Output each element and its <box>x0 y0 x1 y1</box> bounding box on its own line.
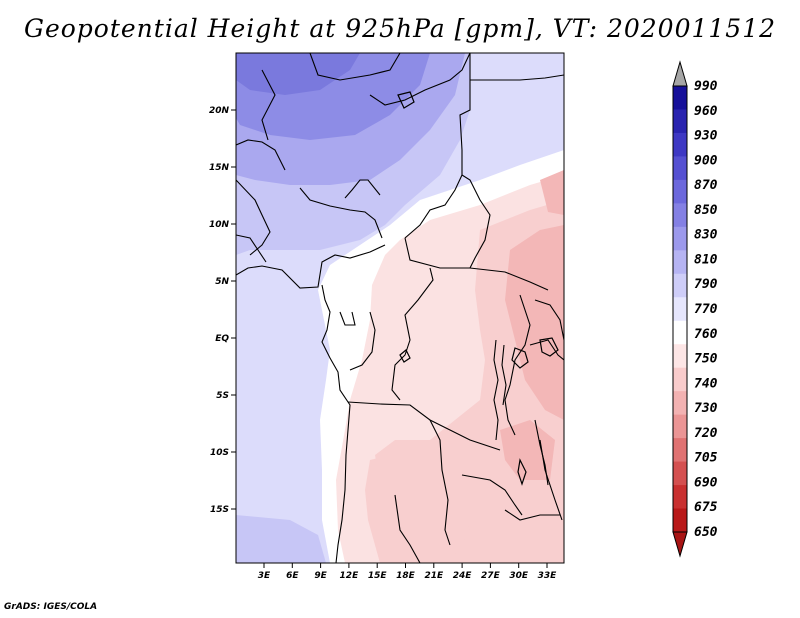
colorbar-swatch <box>673 320 687 345</box>
colorbar-swatch <box>673 179 687 204</box>
height-field <box>236 53 564 563</box>
lat-tick-label: 5S <box>216 391 229 401</box>
map-title: Geopotential Height at 925hPa [gpm], VT:… <box>23 14 777 43</box>
colorbar-label: 740 <box>694 376 718 391</box>
colorbar-swatch <box>673 391 687 416</box>
colorbar-swatch <box>673 109 687 134</box>
lon-tick-label: 27E <box>481 571 501 581</box>
colorbar-label: 650 <box>694 525 718 540</box>
colorbar-label: 870 <box>694 178 718 193</box>
colorbar-label: 960 <box>694 104 718 119</box>
colorbar-swatch <box>673 297 687 322</box>
lon-tick-label: 33E <box>538 571 558 581</box>
lat-tick-label: 5N <box>215 277 229 287</box>
colorbar-label: 930 <box>694 129 718 144</box>
lat-tick-label: EQ <box>215 334 229 344</box>
colorbar-label: 750 <box>694 352 718 367</box>
colorbar-swatch <box>673 438 687 463</box>
colorbar-swatch <box>673 250 687 275</box>
lon-tick-label: 18E <box>396 571 416 581</box>
lon-tick-label: 30E <box>509 571 529 581</box>
lat-tick-label: 20N <box>209 106 230 116</box>
colorbar-bottom-arrow <box>672 531 688 558</box>
latitude-axis: 20N 15N 10N 5N EQ 5S 10S 15S <box>209 106 236 515</box>
lat-tick-label: 15N <box>209 163 230 173</box>
lon-tick-label: 21E <box>424 571 444 581</box>
colorbar-label: 830 <box>694 228 718 243</box>
colorbar-label: 850 <box>694 203 718 218</box>
colorbar-top-arrow <box>672 60 688 87</box>
colorbar-label: 790 <box>694 277 718 292</box>
lat-tick-label: 10S <box>210 448 229 458</box>
colorbar-label: 705 <box>694 451 718 466</box>
colorbar-swatch <box>673 86 687 110</box>
lon-tick-label: 15E <box>368 571 388 581</box>
colorbar-swatch <box>673 367 687 392</box>
colorbar-label: 770 <box>694 302 718 317</box>
colorbar-outline <box>672 85 688 533</box>
colorbar-label: 675 <box>694 500 718 515</box>
colorbar-label: 810 <box>694 252 718 267</box>
colorbar-swatch <box>673 485 687 510</box>
lat-tick-label: 15S <box>210 505 229 515</box>
lon-tick-label: 9E <box>314 571 327 581</box>
colorbar-swatch <box>673 156 687 181</box>
map-panel <box>235 52 565 564</box>
grads-credit: GrADS: IGES/COLA <box>4 602 98 612</box>
lat-tick-label: 10N <box>209 220 230 230</box>
colorbar-label: 690 <box>694 475 718 490</box>
colorbar-swatch <box>673 273 687 298</box>
colorbar-swatch <box>673 344 687 369</box>
colorbar-swatch <box>673 414 687 439</box>
longitude-axis: 3E 6E 9E 12E 15E 18E 21E 24E 27E 30E 33E <box>258 563 557 581</box>
colorbar-label: 720 <box>694 426 718 441</box>
colorbar-label: 730 <box>694 401 718 416</box>
colorbar-swatch <box>673 461 687 486</box>
colorbar-swatch <box>673 203 687 228</box>
lon-tick-label: 3E <box>258 571 271 581</box>
colorbar-swatch <box>673 508 687 533</box>
colorbar-swatch <box>673 226 687 251</box>
colorbar-label: 900 <box>694 153 718 168</box>
colorbar-label: 760 <box>694 327 718 342</box>
colorbar-label: 990 <box>694 79 718 94</box>
colorbar-swatch <box>673 132 687 157</box>
colorbar: 990 960 930 900 870 850 830 810 790 770 760 750 740 7… <box>672 60 718 558</box>
lon-tick-label: 24E <box>453 571 473 581</box>
lon-tick-label: 6E <box>286 571 299 581</box>
lon-tick-label: 12E <box>340 571 360 581</box>
